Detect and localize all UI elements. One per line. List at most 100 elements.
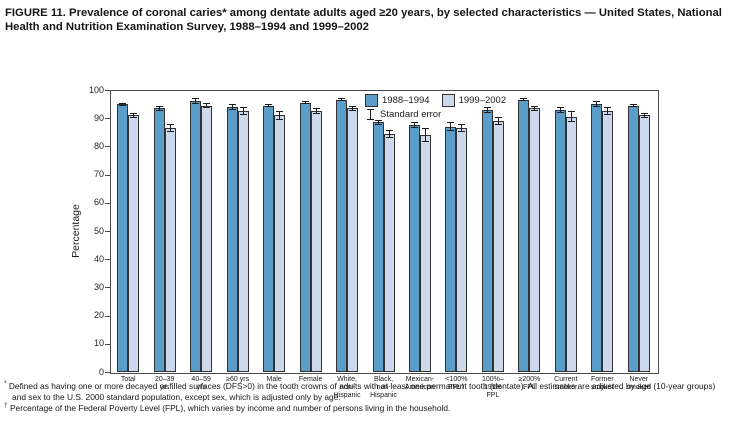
- error-bar: [567, 111, 575, 123]
- footnote-definition-text: Defined as having one or more decayed or…: [8, 381, 716, 403]
- bar-group: [226, 104, 249, 372]
- error-bar: [385, 129, 393, 139]
- bar-group: [372, 119, 395, 372]
- bar-1988-1994: [190, 98, 202, 372]
- bar-group: [445, 122, 468, 372]
- bar-1988-1994: [372, 119, 384, 372]
- x-tick-label: Female: [298, 376, 323, 383]
- error-bar: [556, 106, 564, 113]
- error-bar: [531, 105, 539, 112]
- error-bar: [458, 123, 466, 133]
- bar-1988-1994: [117, 102, 129, 372]
- bar-group: [117, 102, 140, 372]
- y-tick-label: 90: [93, 112, 104, 123]
- bar-1999-2002: [347, 105, 359, 372]
- y-tick-label: 60: [93, 197, 104, 208]
- legend-swatch-1999-2002: [441, 93, 455, 107]
- error-bar: [494, 116, 502, 126]
- legend-series-row: 1988–1994 1999–2002: [365, 93, 506, 107]
- legend-label-1999-2002: 1999–2002: [458, 94, 507, 106]
- chart-legend: 1988–1994 1999–2002 Standard error: [365, 93, 506, 121]
- error-bar: [593, 101, 601, 107]
- bar-1988-1994: [518, 98, 530, 372]
- x-tick-label: Current smoker: [554, 376, 578, 392]
- error-bar: [338, 98, 346, 102]
- y-tick-mark: [105, 118, 110, 120]
- error-bar: [640, 112, 648, 119]
- x-tick-label: Mexican- American: [405, 376, 435, 392]
- error-bar: [483, 106, 491, 113]
- x-tick-label: Never smoked: [626, 376, 652, 392]
- bar-1988-1994: [336, 98, 348, 372]
- y-tick-mark: [105, 372, 110, 373]
- legend-label-standard-error: Standard error: [380, 108, 442, 120]
- y-tick-mark: [105, 90, 110, 91]
- bar-1999-2002: [128, 112, 140, 372]
- x-tick-label: Former smoker: [590, 376, 614, 392]
- y-tick-mark: [105, 174, 110, 176]
- bar-group: [627, 104, 650, 372]
- x-tick-label: <100% FPL†: [445, 376, 468, 392]
- standard-error-icon: [367, 108, 374, 120]
- bar-1999-2002: [164, 123, 176, 372]
- y-tick-mark: [105, 287, 110, 289]
- bar-group: [481, 106, 504, 372]
- y-tick-mark: [105, 146, 110, 148]
- error-bar: [119, 102, 127, 106]
- x-tick-label: Black, non- Hispanic: [370, 376, 397, 400]
- bar-1988-1994: [627, 104, 639, 372]
- x-tick-label: White, non- Hispanic: [333, 376, 361, 400]
- y-tick-label: 100: [88, 84, 104, 95]
- y-tick-label: 40: [93, 253, 104, 264]
- footnote-marker-dagger: †: [4, 402, 8, 410]
- error-bar: [447, 122, 455, 132]
- error-bar: [520, 98, 528, 102]
- error-bar: [130, 112, 138, 119]
- y-tick-mark: [105, 315, 110, 317]
- bar-1988-1994: [299, 101, 311, 372]
- footnotes: * Defined as having one or more decayed …: [4, 380, 730, 414]
- x-tick-label: 100%– 199% FPL: [481, 376, 504, 400]
- error-bar: [276, 111, 284, 121]
- bar-groups: [110, 90, 657, 372]
- error-bar: [629, 104, 637, 107]
- bar-1988-1994: [591, 101, 603, 372]
- bar-1988-1994: [554, 106, 566, 372]
- y-tick-mark: [105, 259, 110, 261]
- legend-label-1988-1994: 1988–1994: [382, 94, 430, 106]
- y-tick-label: 0: [98, 366, 104, 377]
- error-bar: [166, 123, 174, 133]
- error-bar: [192, 98, 200, 105]
- bar-group: [591, 101, 614, 372]
- x-tick-label: 20–39 yrs: [154, 376, 175, 392]
- bar-1999-2002: [383, 129, 395, 372]
- x-tick-label: Male: [266, 376, 282, 383]
- y-tick-label: 20: [93, 310, 104, 321]
- y-tick-mark: [105, 231, 110, 232]
- bar-1999-2002: [492, 116, 504, 372]
- y-tick-label: 80: [93, 140, 104, 151]
- bar-1999-2002: [456, 123, 468, 372]
- x-tick-label: 40–59 yrs: [191, 376, 211, 392]
- bar-1999-2002: [274, 111, 286, 372]
- legend-se-row: Standard error: [365, 107, 506, 121]
- error-bar: [155, 105, 163, 112]
- error-bar: [239, 106, 247, 116]
- error-bar: [312, 108, 320, 114]
- bar-1999-2002: [602, 106, 614, 372]
- error-bar: [301, 101, 309, 105]
- bar-group: [408, 122, 431, 372]
- x-tick-label: ≥200% FPL: [518, 376, 541, 392]
- bar-group: [263, 104, 286, 372]
- error-bar: [228, 104, 236, 110]
- bar-1988-1994: [153, 105, 165, 372]
- error-bar: [374, 119, 382, 126]
- bar-group: [299, 101, 322, 372]
- error-bar: [421, 128, 429, 143]
- bar-group: [554, 106, 577, 372]
- bar-1999-2002: [310, 108, 322, 372]
- x-tick-label: Total: [120, 376, 136, 383]
- y-tick-label: 70: [93, 169, 104, 180]
- y-tick-label: 50: [93, 225, 104, 236]
- bar-1988-1994: [481, 106, 493, 372]
